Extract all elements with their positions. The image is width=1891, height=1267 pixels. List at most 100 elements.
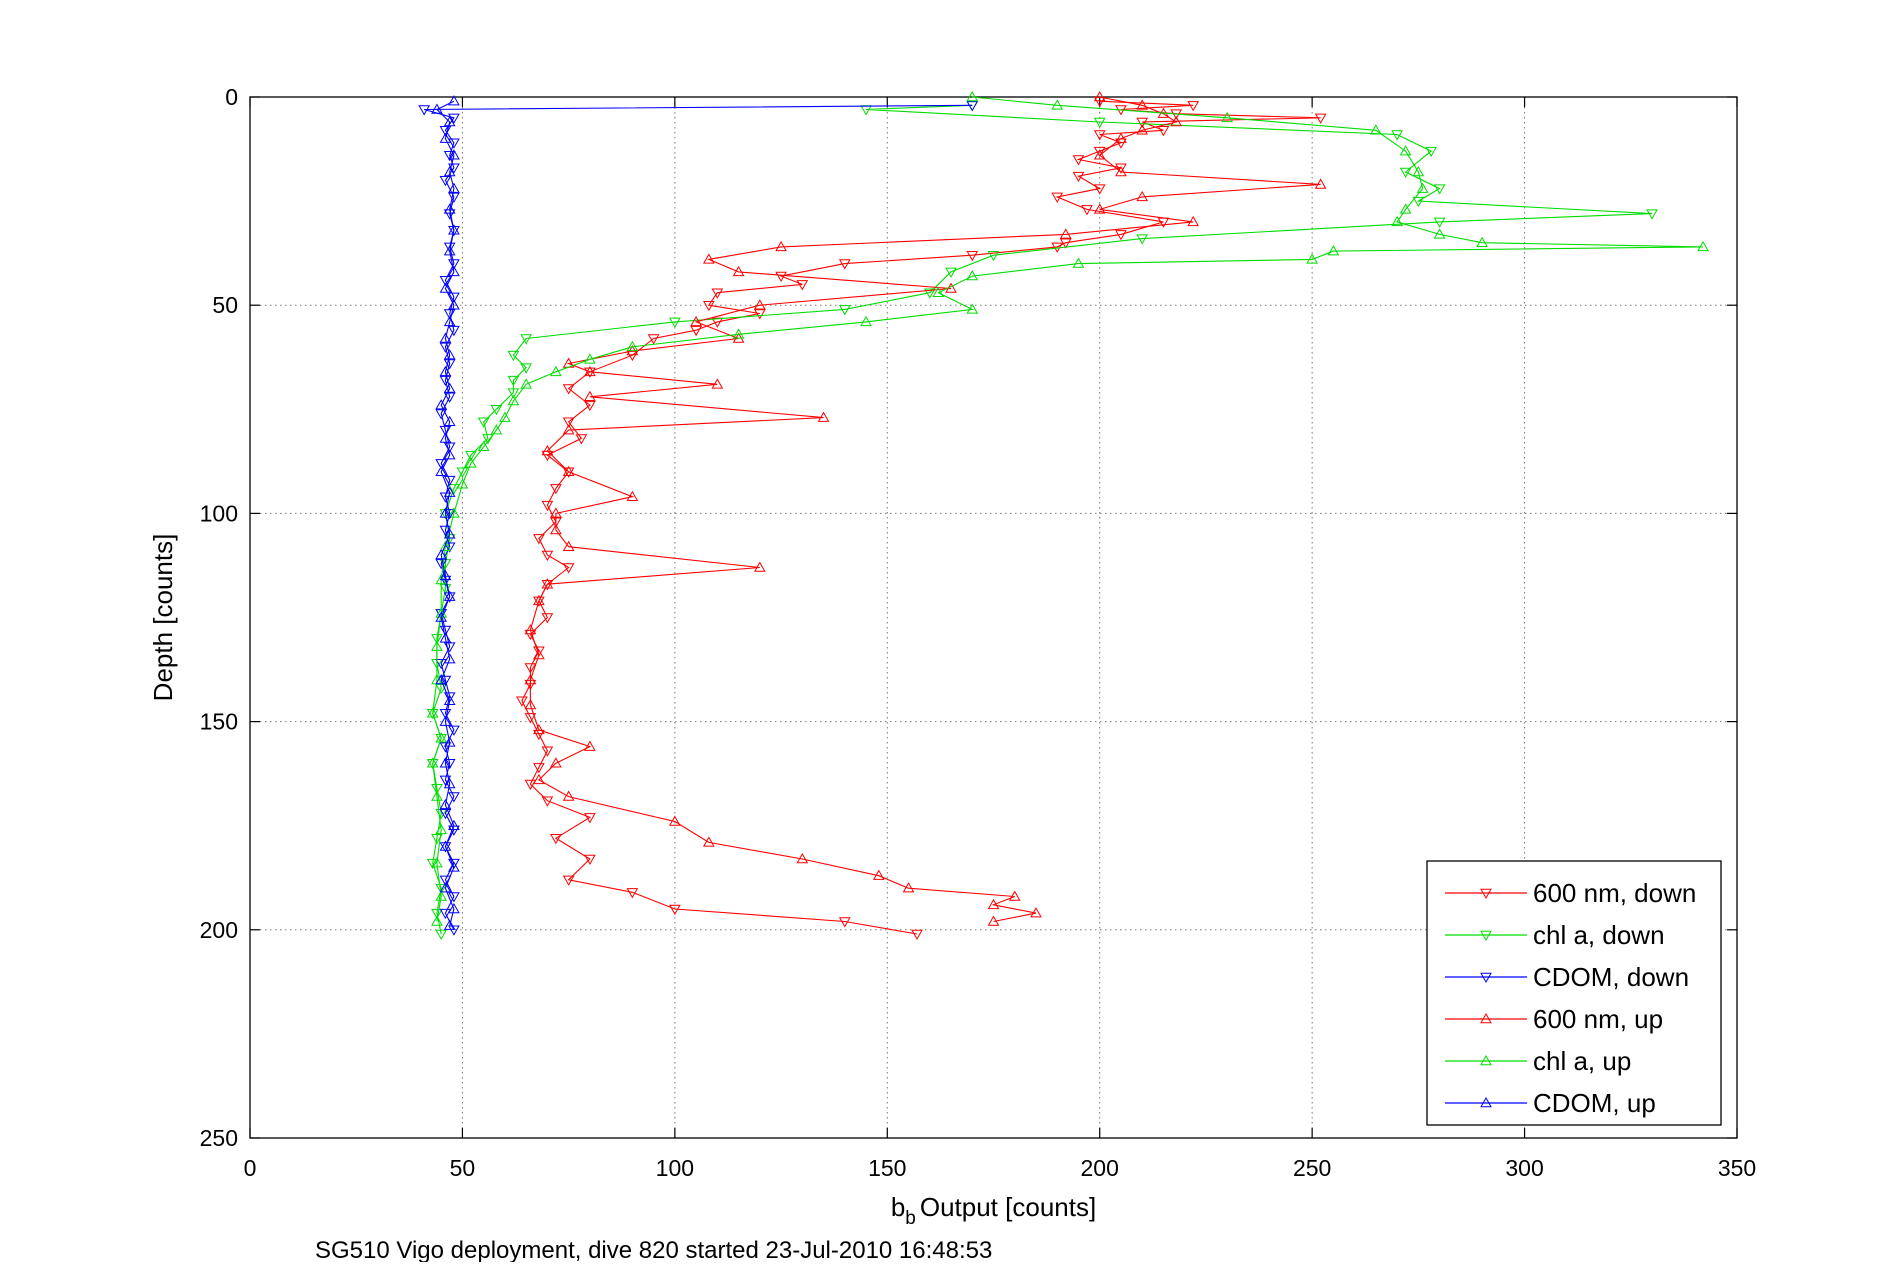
data-point (448, 858, 460, 870)
data-point (431, 640, 443, 651)
data-point (439, 507, 452, 518)
data-point (448, 192, 460, 203)
data-point (1433, 228, 1446, 239)
legend-item-1: chl a, down (1445, 920, 1665, 950)
data-point (524, 663, 537, 674)
data-point (966, 90, 979, 102)
x-tick-label: 150 (868, 1155, 906, 1181)
data-point (668, 815, 681, 826)
data-point (439, 275, 452, 287)
legend-box (1426, 860, 1722, 1126)
data-point (448, 182, 460, 193)
legend-swatch-marker (1480, 1012, 1492, 1024)
data-point (966, 303, 979, 314)
data-point (702, 836, 715, 847)
y-tick-label: 200 (200, 917, 238, 943)
data-point (1433, 217, 1446, 228)
data-point (541, 550, 554, 562)
series-5 (431, 95, 460, 930)
data-point (1370, 124, 1382, 135)
data-point (1093, 117, 1106, 128)
y-tick-label: 250 (200, 1125, 238, 1151)
data-point (439, 365, 452, 377)
data-point (524, 673, 537, 685)
data-point (443, 692, 456, 703)
data-point (443, 590, 456, 601)
data-point (562, 384, 575, 395)
x-axis-label-main: Output [counts] (920, 1192, 1096, 1222)
data-point (439, 432, 452, 443)
data-point (439, 775, 452, 786)
data-point (562, 790, 575, 801)
data-point (1115, 165, 1127, 177)
x-tick-label: 0 (244, 1155, 257, 1181)
data-point (1416, 182, 1429, 193)
data-point (443, 592, 456, 603)
data-point (435, 732, 448, 743)
data-point (439, 808, 452, 820)
data-point (1136, 99, 1149, 110)
data-point (443, 392, 456, 403)
data-point (584, 353, 596, 364)
legend-items: 600 nm, down chl a, down CDOM, down 600 nm,… (1445, 878, 1696, 1118)
legend-label: 600 nm, up (1533, 1004, 1663, 1034)
data-point (911, 929, 923, 940)
data-point (448, 163, 460, 174)
data-point (550, 484, 562, 495)
data-point (550, 524, 562, 535)
data-point (1051, 192, 1064, 203)
data-point (520, 334, 533, 345)
data-point (465, 450, 477, 462)
data-point (1008, 890, 1021, 901)
data-point (439, 569, 452, 581)
data-point (435, 673, 448, 685)
data-point (439, 742, 452, 753)
data-point (1072, 155, 1085, 166)
x-tick-label: 300 (1505, 1155, 1543, 1181)
data-point (448, 265, 460, 277)
data-point (732, 265, 745, 277)
data-point (443, 165, 456, 177)
data-point (690, 315, 702, 327)
data-point (439, 798, 452, 810)
data-point (1115, 132, 1127, 143)
data-point (520, 378, 533, 389)
y-tick-label: 50 (212, 292, 238, 318)
data-point (1425, 146, 1437, 158)
data-point (575, 434, 588, 445)
data-point (987, 250, 1000, 262)
legend-label: chl a, up (1533, 1046, 1631, 1076)
data-point (439, 875, 452, 886)
data-point (626, 490, 639, 501)
legend-swatch-marker (1480, 1096, 1492, 1108)
data-point (507, 388, 520, 399)
data-point (1187, 215, 1200, 227)
y-tick-label: 100 (200, 500, 238, 526)
data-point (439, 282, 452, 293)
data-point (507, 394, 520, 406)
data-point (541, 796, 554, 807)
data-point (1093, 203, 1106, 214)
data-point (562, 465, 575, 477)
legend-swatch-marker (1480, 930, 1492, 942)
data-point (753, 299, 766, 310)
data-point (439, 332, 452, 343)
data-point (443, 486, 456, 497)
data-point (456, 467, 469, 478)
data-point (448, 138, 460, 149)
x-axis-label-prefix: b (891, 1192, 905, 1222)
legend-item-4: chl a, up (1445, 1046, 1631, 1076)
data-point (439, 757, 452, 768)
data-point (426, 707, 439, 718)
data-point (448, 113, 460, 124)
data-point (1391, 130, 1403, 141)
data-point (439, 525, 452, 537)
data-point (872, 869, 885, 880)
data-point (1306, 253, 1319, 264)
data-point (448, 892, 460, 903)
data-point (753, 561, 766, 572)
data-point (966, 270, 979, 281)
data-point (860, 315, 872, 327)
data-point (541, 578, 554, 589)
